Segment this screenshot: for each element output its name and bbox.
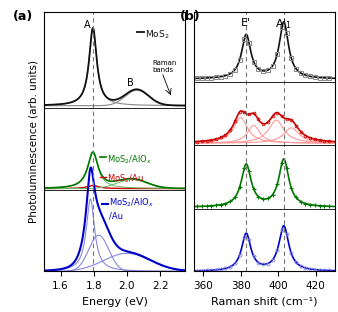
Text: A: A [84,20,90,30]
Text: MoS$_2$/AlO$_x$: MoS$_2$/AlO$_x$ [109,197,153,209]
Text: B: B [127,78,134,88]
Text: A$'_1$: A$'_1$ [275,17,292,32]
Text: E': E' [241,17,251,27]
Text: (a): (a) [13,10,33,23]
X-axis label: Raman shift (cm⁻¹): Raman shift (cm⁻¹) [211,297,317,307]
Text: /Au: /Au [109,211,123,220]
Text: MoS$_2$/Au: MoS$_2$/Au [107,173,144,185]
Text: Raman
bands: Raman bands [153,61,177,73]
Text: MoS$_2$: MoS$_2$ [145,28,170,41]
Y-axis label: Photoluminescence (arb. units): Photoluminescence (arb. units) [28,61,39,223]
Text: (b): (b) [179,10,200,23]
X-axis label: Energy (eV): Energy (eV) [81,297,147,307]
Text: MoS$_2$/AlO$_x$: MoS$_2$/AlO$_x$ [107,153,152,166]
